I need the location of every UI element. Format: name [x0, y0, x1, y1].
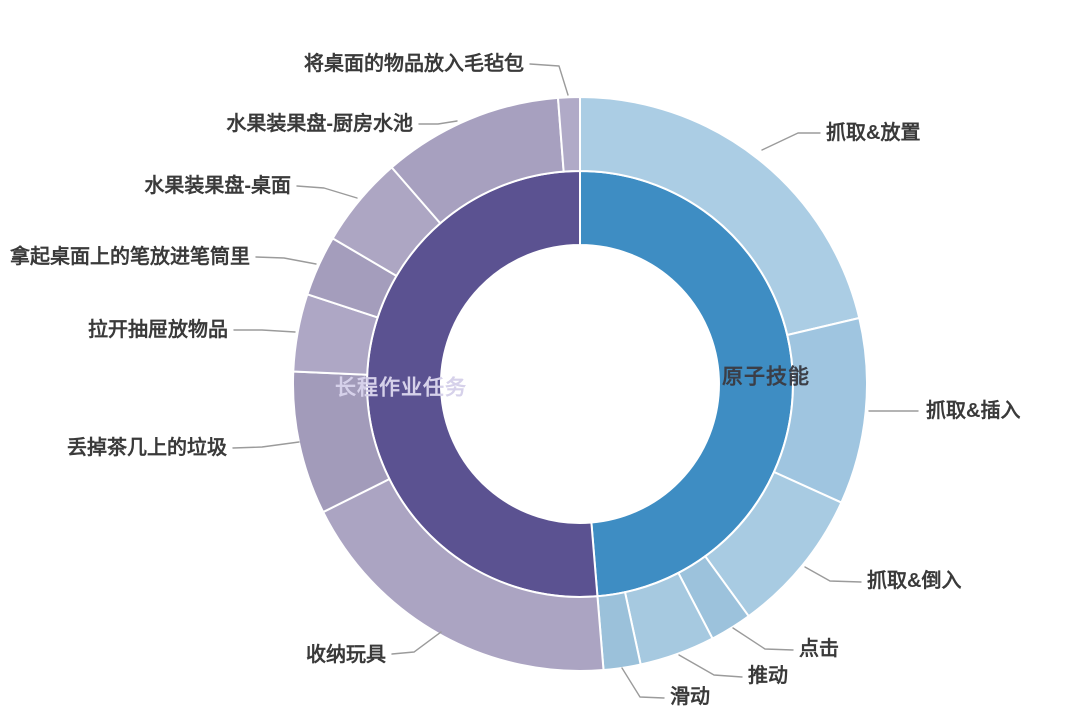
leader-line-throw-trash-on-tea-table	[232, 441, 300, 449]
segment-label-click: 点击	[799, 636, 839, 660]
ring-label-long-horizon-tasks: 长程作业任务	[335, 376, 467, 400]
leader-line-fruit-plate-kitchen-sink	[418, 120, 458, 125]
outer-segment-put-desktop-items-into-felt-bag	[556, 96, 581, 173]
leader-line-slide	[621, 667, 665, 699]
segment-label-slide: 滑动	[670, 685, 710, 708]
leader-line-click	[732, 627, 794, 651]
segment-label-throw-trash-on-tea-table: 丢掉茶几上的垃圾	[67, 435, 228, 459]
leader-line-open-drawer-place-items	[233, 329, 296, 333]
segment-label-open-drawer-place-items: 拉开抽屉放物品	[88, 317, 228, 341]
leader-line-fruit-plate-desktop	[296, 185, 358, 199]
leader-line-put-desktop-items-into-felt-bag	[529, 63, 569, 96]
segment-label-grasp-and-place: 抓取&放置	[826, 120, 920, 144]
ring-label-atomic-skills: 原子技能	[722, 365, 810, 389]
segment-label-put-pen-into-pen-holder: 拿起桌面上的笔放进笔筒里	[9, 244, 250, 268]
segment-label-fruit-plate-kitchen-sink: 水果装果盘-厨房水池	[226, 111, 413, 135]
segment-label-put-desktop-items-into-felt-bag: 将桌面的物品放入毛毡包	[304, 51, 524, 75]
segment-label-push: 推动	[748, 663, 788, 687]
leader-line-put-pen-into-pen-holder	[255, 256, 317, 265]
segment-label-store-toys: 收纳玩具	[306, 642, 386, 666]
segment-label-grasp-and-pour: 抓取&倒入	[867, 568, 961, 592]
leader-line-grasp-and-pour	[804, 566, 862, 583]
segment-label-fruit-plate-desktop: 水果装果盘-桌面	[144, 173, 291, 197]
leader-line-store-toys	[391, 631, 442, 655]
leader-line-grasp-and-place	[761, 132, 821, 151]
segment-label-grasp-and-insert: 抓取&插入	[926, 398, 1020, 422]
leader-line-push	[678, 654, 743, 678]
